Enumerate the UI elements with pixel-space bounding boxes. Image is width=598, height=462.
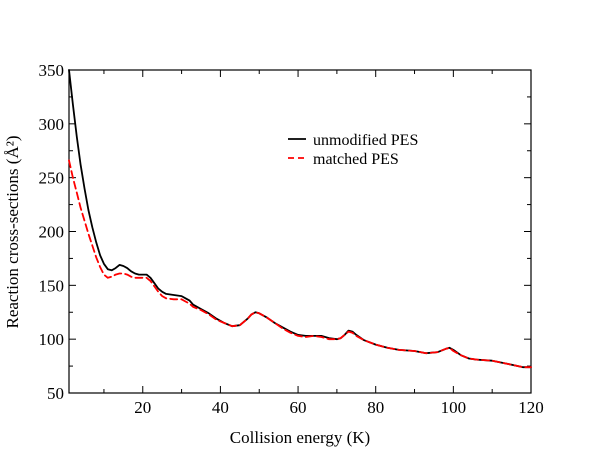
x-tick-label: 80 bbox=[367, 398, 384, 417]
x-tick-label: 40 bbox=[212, 398, 229, 417]
y-tick-label: 100 bbox=[39, 330, 65, 349]
y-tick-label: 150 bbox=[39, 276, 65, 295]
series-line-unmodified-pes bbox=[68, 69, 532, 369]
y-tick-label: 50 bbox=[47, 384, 64, 403]
legend-label-unmodified: unmodified PES bbox=[313, 132, 418, 149]
legend-label-matched: matched PES bbox=[313, 151, 399, 168]
legend: unmodified PES matched PES bbox=[288, 132, 418, 168]
series-layer bbox=[68, 69, 532, 369]
x-tick-label: 120 bbox=[518, 398, 544, 417]
y-tick-label: 350 bbox=[39, 61, 65, 80]
ticks-layer: 20 40 60 80 100 120 50 100 150 200 250 300 350 bbox=[39, 61, 544, 417]
x-tick-label: 100 bbox=[441, 398, 467, 417]
x-tick-label: 60 bbox=[290, 398, 307, 417]
y-tick-label: 200 bbox=[39, 223, 65, 242]
y-tick-label: 250 bbox=[39, 169, 65, 188]
y-tick-label: 300 bbox=[39, 115, 65, 134]
x-tick-label: 20 bbox=[134, 398, 151, 417]
series-line-matched-pes bbox=[68, 159, 532, 369]
x-axis-title: Collision energy (K) bbox=[230, 428, 370, 447]
y-axis-title: Reaction cross-sections (Å²) bbox=[3, 136, 22, 329]
plot-frame bbox=[68, 69, 532, 394]
